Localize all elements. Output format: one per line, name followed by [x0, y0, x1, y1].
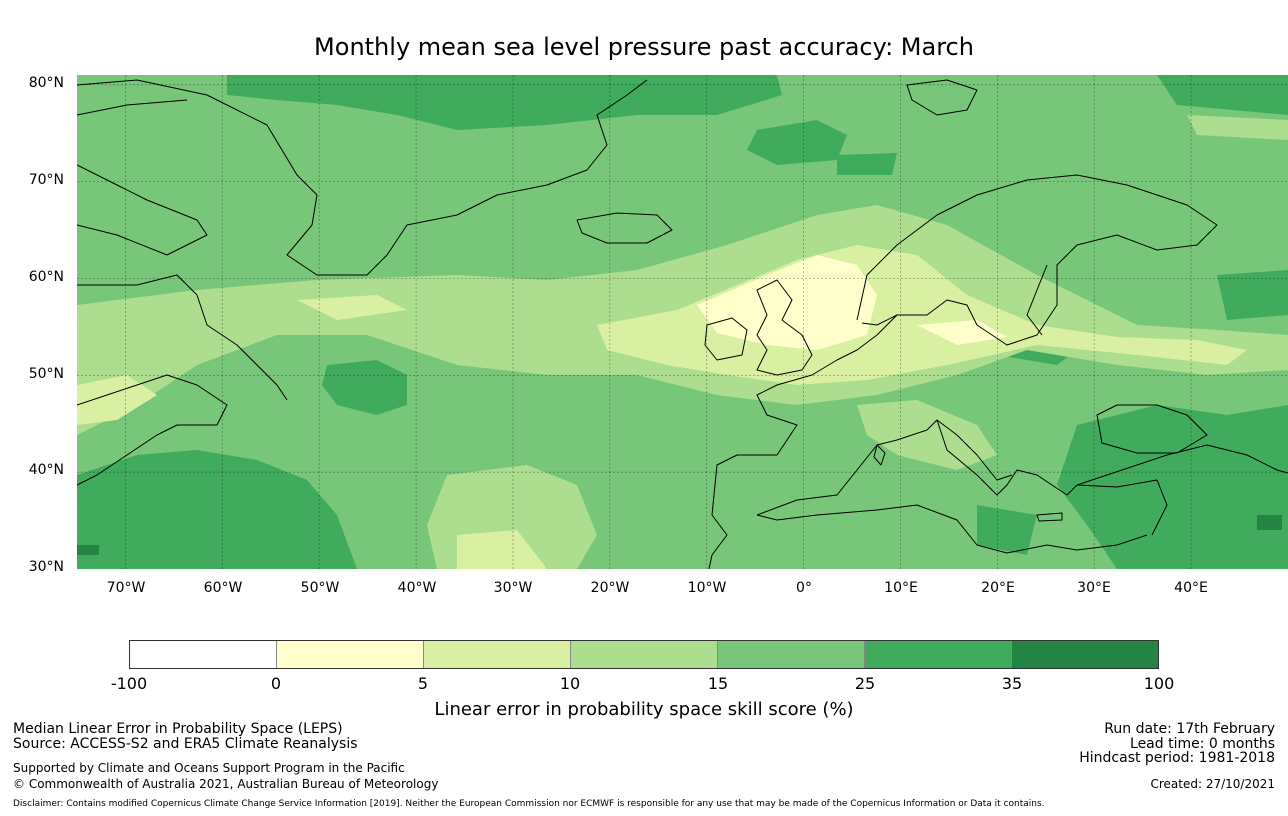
lat-tick: 40°N — [28, 462, 64, 478]
colorbar-tick: 100 — [1143, 674, 1175, 693]
lon-tick: 20°W — [590, 580, 630, 596]
lon-tick: 60°W — [203, 580, 243, 596]
colorbar-segment — [570, 641, 717, 668]
lat-tick: 80°N — [28, 75, 64, 91]
lat-tick: 50°N — [28, 366, 64, 382]
lon-tick: 50°W — [300, 580, 340, 596]
lon-tick: 40°E — [1174, 580, 1208, 596]
lat-tick: 30°N — [28, 559, 64, 575]
footer-source: Source: ACCESS-S2 and ERA5 Climate Reana… — [13, 736, 358, 752]
coastlines — [77, 79, 1288, 569]
footer-leps-note: Median Linear Error in Probability Space… — [13, 721, 343, 737]
footer-copyright: © Commonwealth of Australia 2021, Austra… — [13, 777, 439, 791]
footer-run-date: Run date: 17th February — [1104, 721, 1275, 737]
lon-tick: 10°E — [884, 580, 918, 596]
skill-map — [77, 75, 1288, 569]
lon-tick: 30°W — [493, 580, 533, 596]
colorbar — [129, 640, 1159, 669]
lon-tick: 30°E — [1077, 580, 1111, 596]
colorbar-tick: 15 — [707, 674, 729, 693]
colorbar-segment — [276, 641, 423, 668]
footer-created: Created: 27/10/2021 — [1150, 777, 1275, 791]
lat-tick: 70°N — [28, 172, 64, 188]
lat-tick: 60°N — [28, 269, 64, 285]
colorbar-tick: 0 — [270, 674, 282, 693]
colorbar-label: Linear error in probability space skill … — [434, 699, 854, 720]
footer-lead-time: Lead time: 0 months — [1130, 736, 1275, 752]
colorbar-tick: 10 — [559, 674, 581, 693]
chart-title: Monthly mean sea level pressure past acc… — [314, 33, 974, 61]
lon-tick: 0° — [796, 580, 812, 596]
footer-support: Supported by Climate and Oceans Support … — [13, 761, 405, 775]
colorbar-segment — [864, 641, 1011, 668]
footer-disclaimer: Disclaimer: Contains modified Copernicus… — [13, 799, 1045, 809]
colorbar-tick: 5 — [417, 674, 429, 693]
colorbar-tick: 25 — [854, 674, 876, 693]
field-35-100 — [77, 515, 1282, 555]
lon-tick: 10°W — [687, 580, 727, 596]
colorbar-segment — [1011, 641, 1158, 668]
graticule — [77, 75, 1288, 569]
lon-tick: 20°E — [981, 580, 1015, 596]
colorbar-tick: 35 — [1001, 674, 1023, 693]
colorbar-segment — [423, 641, 570, 668]
lon-tick: 70°W — [106, 580, 146, 596]
lon-tick: 40°W — [397, 580, 437, 596]
colorbar-segment — [130, 641, 276, 668]
colorbar-tick: -100 — [110, 674, 148, 693]
footer-hindcast: Hindcast period: 1981-2018 — [1079, 750, 1275, 766]
colorbar-segment — [717, 641, 864, 668]
